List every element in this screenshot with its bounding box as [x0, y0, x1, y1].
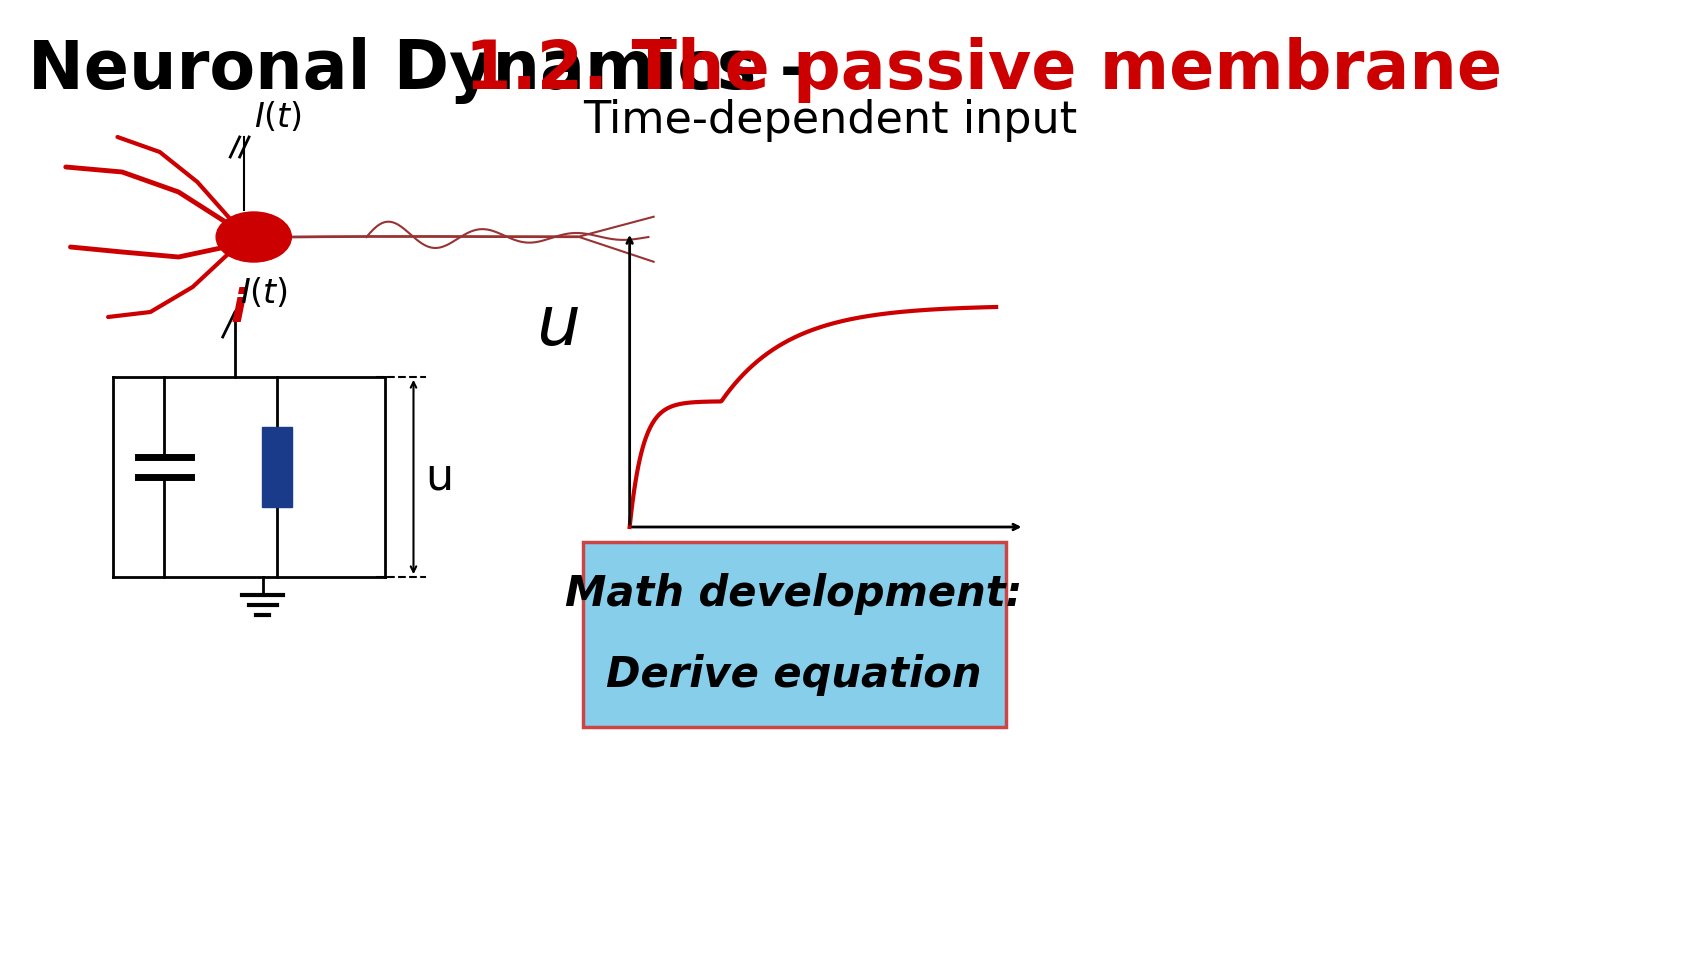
Text: $I(t)$: $I(t)$ — [240, 276, 287, 310]
Bar — [262, 427, 293, 507]
Text: u: u — [425, 456, 454, 499]
Text: Neuronal Dynamics –: Neuronal Dynamics – — [29, 37, 837, 104]
Bar — [583, 542, 1005, 727]
Ellipse shape — [216, 212, 291, 262]
Text: i: i — [230, 287, 247, 332]
Text: Math development:: Math development: — [565, 573, 1022, 614]
Text: 1.2. The passive membrane: 1.2. The passive membrane — [464, 37, 1502, 103]
Text: $I(t)$: $I(t)$ — [253, 100, 301, 134]
Text: Time-dependent input: Time-dependent input — [583, 99, 1077, 142]
Text: $\mathit{u}$: $\mathit{u}$ — [536, 297, 578, 359]
Text: Derive equation: Derive equation — [606, 655, 981, 696]
